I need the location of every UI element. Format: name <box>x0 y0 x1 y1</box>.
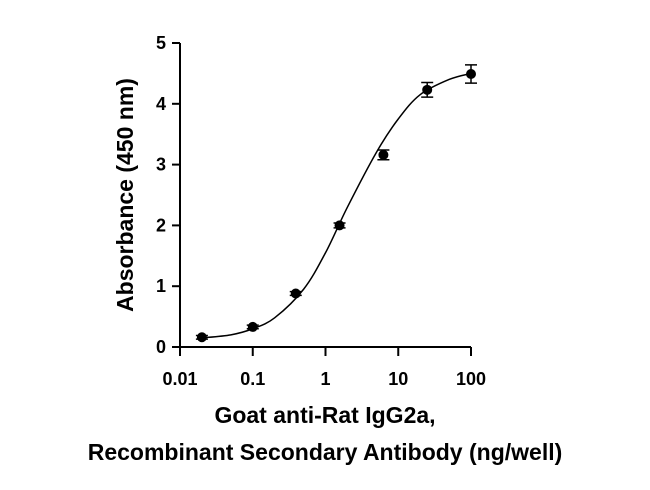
y-tick-label: 3 <box>156 155 166 175</box>
data-point <box>196 332 207 343</box>
y-tick-label: 1 <box>156 276 166 296</box>
data-point <box>334 220 345 231</box>
x-axis-label: Goat anti-Rat IgG2a, <box>214 402 435 428</box>
data-point <box>247 321 258 332</box>
x-tick-label: 10 <box>388 369 408 389</box>
x-tick-label: 0.1 <box>240 369 265 389</box>
y-tick-label: 5 <box>156 33 166 53</box>
y-tick-label: 0 <box>156 337 166 357</box>
data-point <box>290 288 301 299</box>
x-axis-label: Recombinant Secondary Antibody (ng/well) <box>88 439 563 465</box>
y-tick-label: 2 <box>156 215 166 235</box>
data-point <box>422 84 433 95</box>
x-tick-label: 100 <box>456 369 486 389</box>
y-axis-label: Absorbance (450 nm) <box>112 78 138 312</box>
x-tick-label: 1 <box>320 369 330 389</box>
fit-curve <box>201 72 472 339</box>
data-point <box>378 149 389 160</box>
data-point <box>466 69 476 80</box>
y-tick-label: 4 <box>156 94 166 114</box>
x-tick-label: 0.01 <box>162 369 197 389</box>
